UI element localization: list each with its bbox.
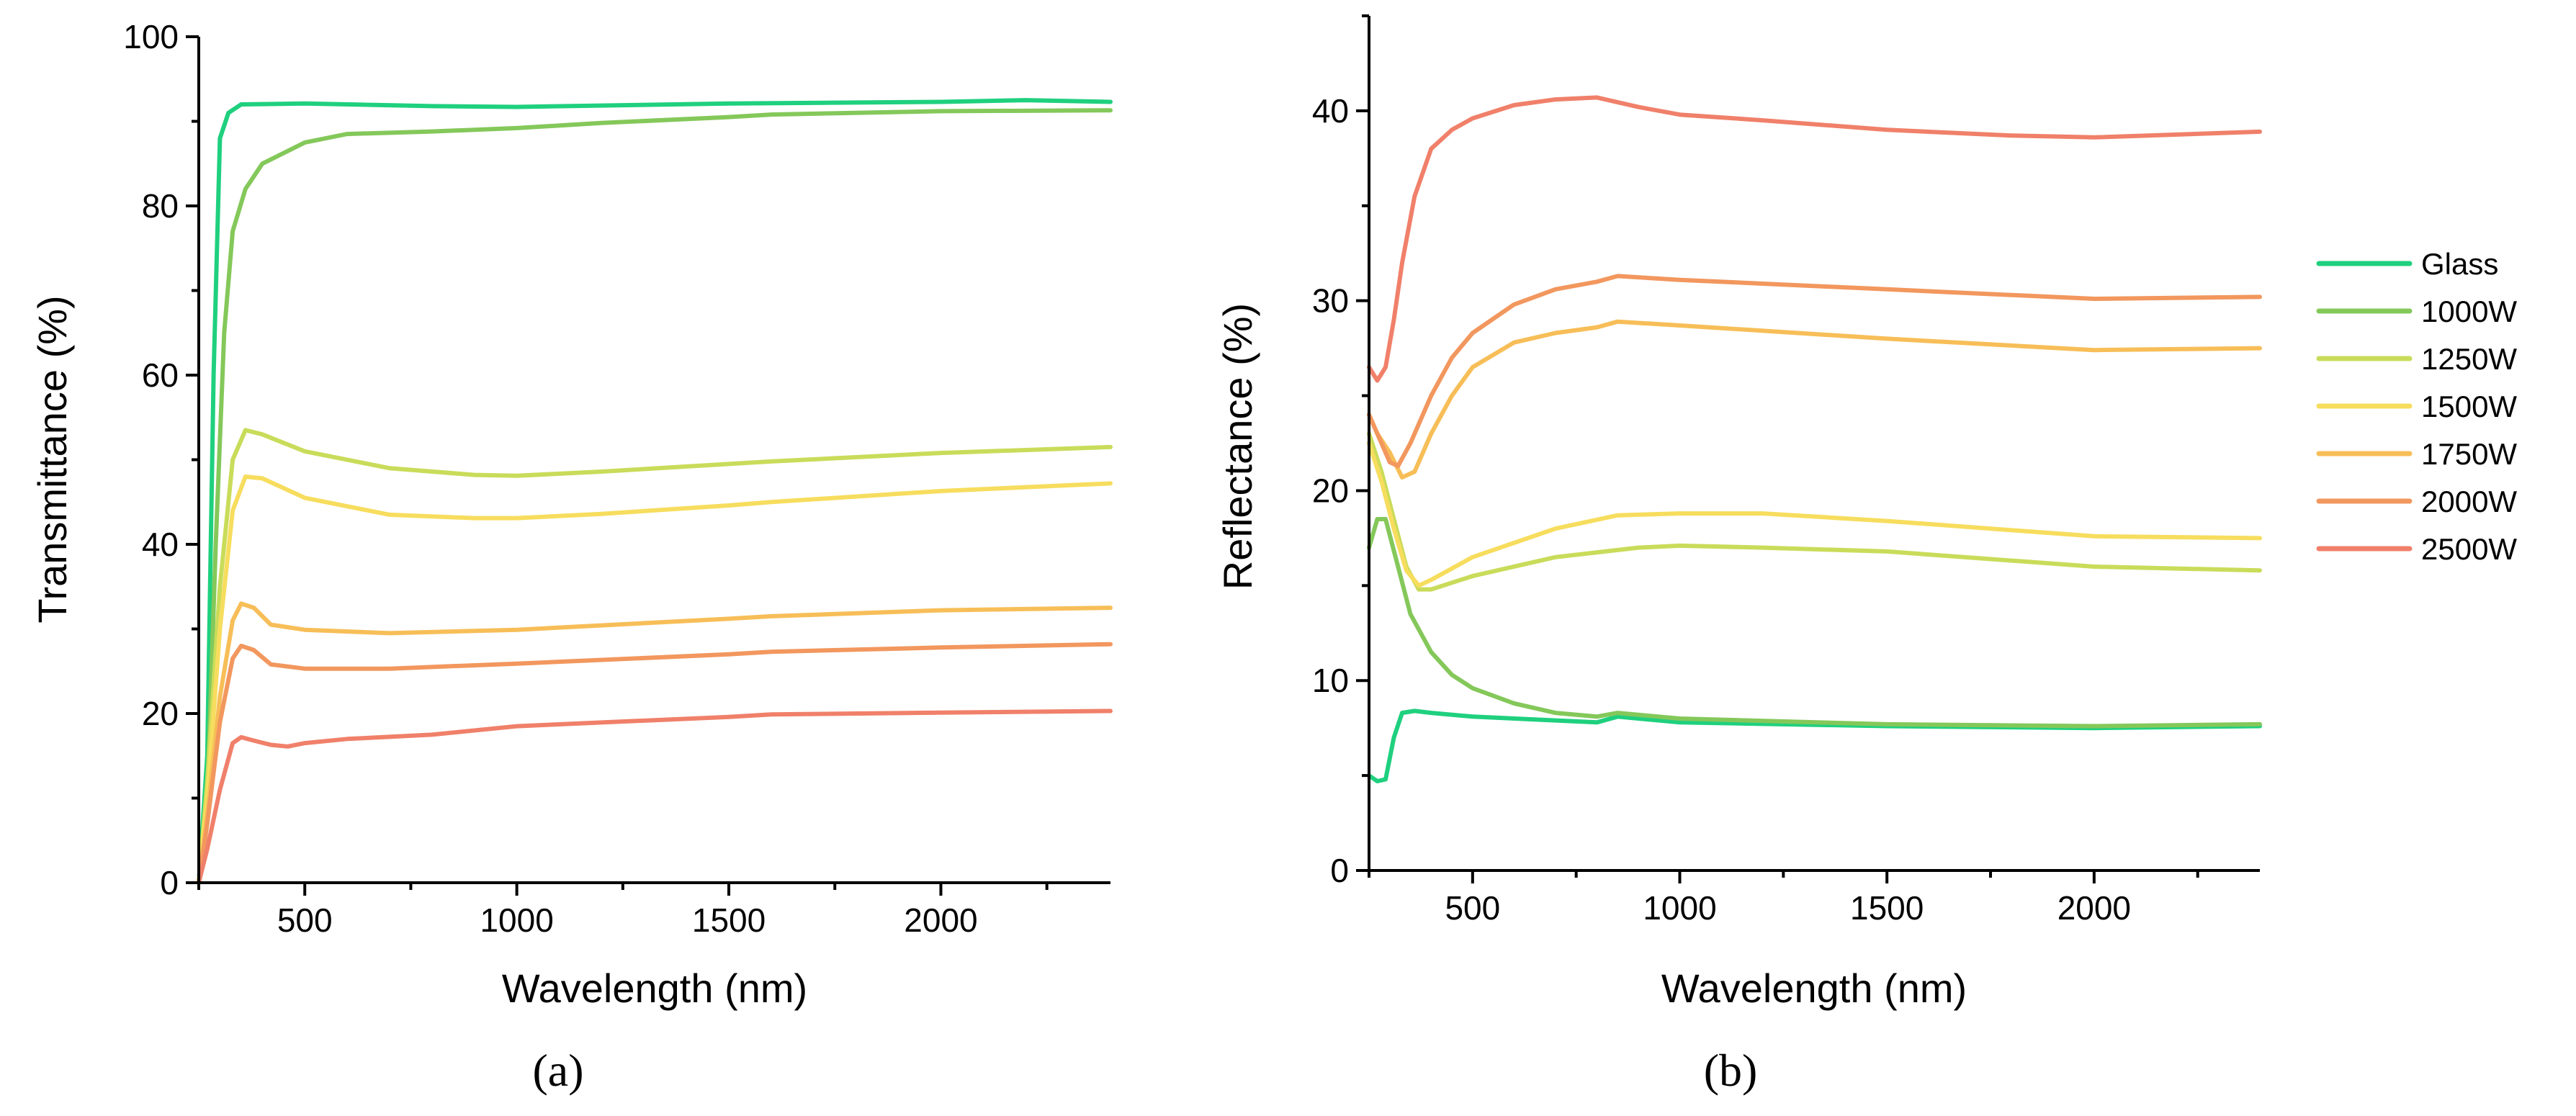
panel-a-x-tick-label-1000: 1000 (480, 901, 553, 939)
panel-a-series-1500w (197, 474, 1113, 885)
panel-a-y-tick-label-20: 20 (142, 695, 179, 732)
panel-a-y-ticks: 0 20 40 60 80 100 (123, 18, 199, 901)
panel-b-x-tick-label-1000: 1000 (1643, 889, 1716, 927)
panel-a-y-axis-label: Transmittance (%) (30, 295, 75, 623)
panel-a-y-tick-label-100: 100 (123, 18, 179, 55)
panel-b-y-tick-label-40: 40 (1312, 92, 1349, 130)
panel-b-y-tick-label-30: 30 (1312, 282, 1349, 320)
panel-a-transmittance-chart: 500 1000 1500 2000 0 20 40 60 80 100 Wavelength … (30, 18, 1113, 1096)
panel-a-series-glass (197, 98, 1113, 885)
panel-b-series-1000w (1367, 517, 2262, 729)
legend-label-1500w: 1500W (2421, 390, 2517, 423)
panel-b-label: (b) (1704, 1045, 1758, 1096)
panel-a-x-ticks: 500 1000 1500 2000 (197, 883, 1049, 939)
panel-b-y-tick-label-0: 0 (1330, 852, 1349, 889)
panel-b-y-ticks: 0 10 20 30 40 (1312, 14, 1369, 889)
panel-b-y-axis-label: Reflectance (%) (1215, 303, 1260, 590)
panel-a-series-2500w (197, 708, 1113, 885)
panel-b-y-tick-label-20: 20 (1312, 472, 1349, 509)
panel-a-x-tick-label-2000: 2000 (904, 901, 977, 939)
legend-label-glass: Glass (2421, 247, 2498, 281)
panel-a-y-tick-label-40: 40 (142, 526, 179, 563)
panel-b-x-tick-label-2000: 2000 (2057, 889, 2131, 927)
panel-a-series-1750w (197, 601, 1113, 885)
panel-b-x-ticks: 500 1000 1500 2000 (1368, 870, 2199, 927)
legend-label-1250w: 1250W (2421, 342, 2517, 376)
panel-b-series-group (1367, 95, 2262, 783)
panel-b-reflectance-chart: 500 1000 1500 2000 0 10 20 30 40 Wavelength (nm… (1215, 14, 2262, 1096)
panel-a-y-tick-label-60: 60 (142, 356, 179, 394)
panel-a-series-1000w (197, 108, 1113, 885)
panel-a-series-1250w (197, 428, 1113, 885)
legend-label-2000w: 2000W (2421, 485, 2517, 518)
panel-a-series-2000w (197, 642, 1113, 885)
panel-b-series-1750w (1367, 319, 2262, 480)
panel-a-y-tick-label-80: 80 (142, 187, 179, 225)
panel-b-series-2000w (1367, 274, 2262, 469)
panel-b-series-1500w (1367, 441, 2262, 588)
panel-a-x-tick-label-500: 500 (277, 901, 333, 939)
panel-b-series-2500w (1367, 95, 2262, 383)
legend-label-2500w: 2500W (2421, 532, 2517, 566)
panel-b-x-axis-label: Wavelength (nm) (1661, 966, 1967, 1011)
panel-b-series-glass (1367, 708, 2262, 783)
panel-a-series-group (197, 98, 1113, 885)
panel-b-x-tick-label-1500: 1500 (1850, 889, 1924, 927)
panel-b-series-1250w (1367, 431, 2262, 592)
panel-a-y-tick-label-0: 0 (160, 864, 179, 901)
panel-a-x-tick-label-1500: 1500 (692, 901, 766, 939)
panel-a-x-axis-label: Wavelength (nm) (502, 966, 807, 1011)
panel-b-x-tick-label-500: 500 (1445, 889, 1500, 927)
legend: Glass 1000W 1250W 1500W 1750W 2000W 2500W (2316, 247, 2517, 566)
legend-label-1750w: 1750W (2421, 437, 2517, 471)
panel-a-label: (a) (532, 1045, 583, 1096)
legend-label-1000w: 1000W (2421, 294, 2517, 328)
panel-b-y-tick-label-10: 10 (1312, 662, 1349, 699)
